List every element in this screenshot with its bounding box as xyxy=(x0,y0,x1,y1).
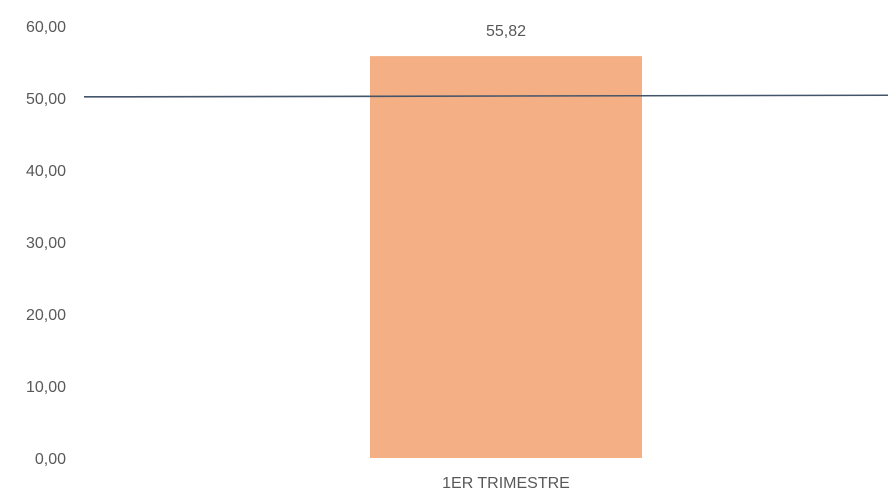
data-labels: 55,82 xyxy=(486,23,526,40)
y-tick-label: 30,00 xyxy=(26,235,66,252)
x-axis: 1ER TRIMESTRE xyxy=(442,475,570,492)
bar-0 xyxy=(370,56,642,458)
reference-lines xyxy=(83,94,888,98)
y-tick-label: 50,00 xyxy=(26,91,66,108)
reference-line xyxy=(83,94,888,98)
bar-data-label: 55,82 xyxy=(486,23,526,40)
y-axis: 0,00 10,00 20,00 30,00 40,00 50,00 60,00 xyxy=(26,19,66,468)
x-category-label: 1ER TRIMESTRE xyxy=(442,475,570,488)
y-tick-label: 60,00 xyxy=(26,19,66,36)
y-tick-label: 20,00 xyxy=(26,307,66,324)
bars xyxy=(370,56,642,458)
y-tick-label: 0,00 xyxy=(35,451,66,468)
y-tick-label: 10,00 xyxy=(26,379,66,396)
y-tick-label: 40,00 xyxy=(26,163,66,180)
